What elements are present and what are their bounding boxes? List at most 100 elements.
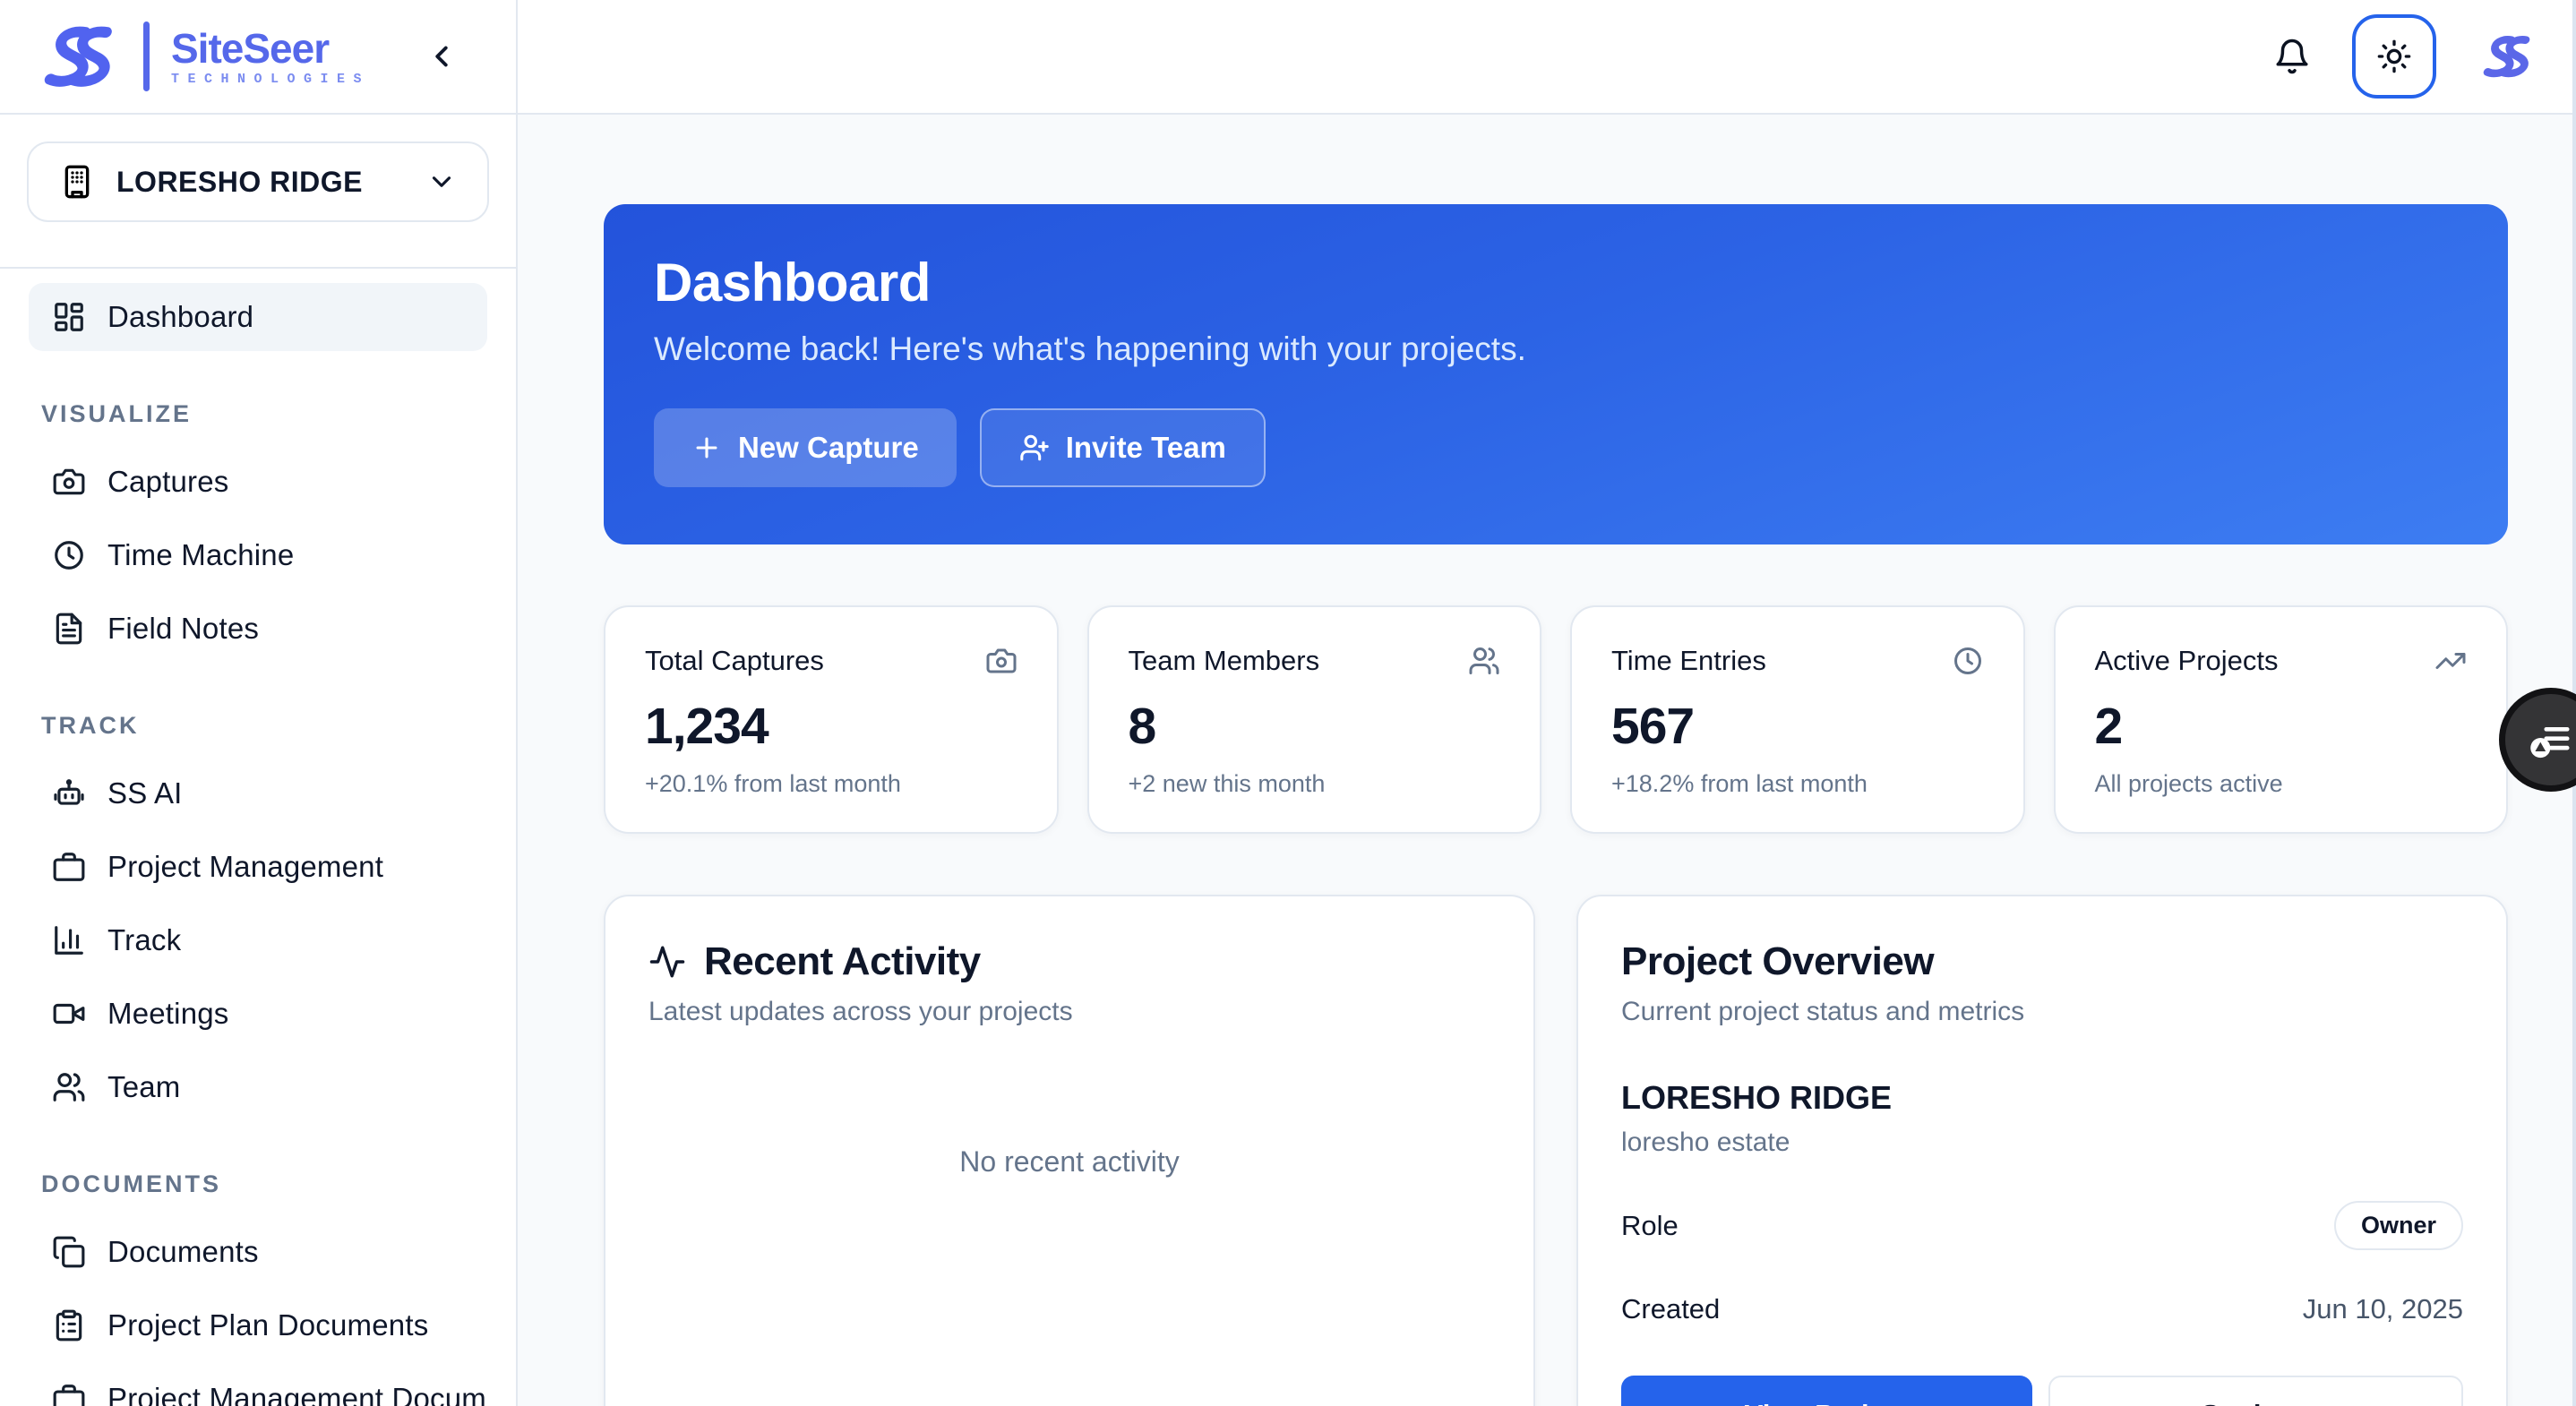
sidebar-header: SiteSeer TECHNOLOGIES <box>0 0 516 115</box>
sidebar-item-label: Project Management Documents <box>107 1382 487 1406</box>
stat-note: +18.2% from last month <box>1611 770 1868 797</box>
stat-note: All projects active <box>2094 770 2283 797</box>
file-text-icon <box>52 612 86 646</box>
stat-note: +2 new this month <box>1128 770 1326 797</box>
sidebar-item-label: Project Management <box>107 850 384 883</box>
stat-card-active-projects: Active Projects 2 All projects active <box>2053 605 2508 834</box>
feedback-widget-button[interactable] <box>2499 688 2576 792</box>
bar-chart-icon <box>52 923 86 957</box>
users-icon <box>52 1070 86 1104</box>
stat-card-time-entries: Time Entries 567 +18.2% from last month <box>1570 605 2025 834</box>
sidebar-item-captures[interactable]: Captures <box>29 448 487 516</box>
recent-activity-subtitle: Latest updates across your projects <box>648 997 1073 1026</box>
project-overview-title: Project Overview <box>1621 939 1935 983</box>
sidebar-collapse-button[interactable] <box>425 39 459 73</box>
activity-icon <box>648 943 686 981</box>
plus-icon <box>691 433 722 463</box>
siteseer-logo: SiteSeer TECHNOLOGIES <box>36 21 370 91</box>
project-selector-label: LORESHO RIDGE <box>116 165 363 198</box>
logo-divider <box>143 21 150 91</box>
sidebar-nav: Dashboard VISUALIZE Captures Time Machin… <box>0 267 516 1406</box>
project-overview-subtitle: Current project status and metrics <box>1621 997 2025 1026</box>
sidebar: SiteSeer TECHNOLOGIES LORESHO RIDGE <box>0 0 518 1406</box>
stat-title: Team Members <box>1128 645 1320 676</box>
sidebar-item-label: Dashboard <box>107 300 254 333</box>
stat-value: 2 <box>2094 698 2124 755</box>
stat-note: +20.1% from last month <box>645 770 901 797</box>
clipboard-list-icon <box>52 1308 86 1342</box>
stat-title: Active Projects <box>2094 645 2279 676</box>
video-icon <box>52 997 86 1031</box>
user-plus-icon <box>1019 433 1050 463</box>
sidebar-item-meetings[interactable]: Meetings <box>29 980 487 1048</box>
sidebar-item-label: Field Notes <box>107 612 260 645</box>
sidebar-item-documents[interactable]: Documents <box>29 1218 487 1286</box>
sidebar-item-time-machine[interactable]: Time Machine <box>29 521 487 589</box>
sidebar-item-project-management-documents[interactable]: Project Management Documents <box>29 1365 487 1406</box>
dashboard-content: Dashboard Welcome back! Here's what's ha… <box>518 115 2576 1406</box>
recent-activity-card: Recent Activity Latest updates across yo… <box>604 895 1535 1406</box>
stat-title: Time Entries <box>1611 645 1766 676</box>
sidebar-item-field-notes[interactable]: Field Notes <box>29 595 487 663</box>
role-badge: Owner <box>2333 1201 2463 1250</box>
sidebar-item-label: Track <box>107 923 182 956</box>
sidebar-item-dashboard[interactable]: Dashboard <box>29 283 487 351</box>
stats-row: Total Captures 1,234 +20.1% from last mo… <box>604 605 2508 834</box>
bot-icon <box>52 776 86 810</box>
created-label: Created <box>1621 1293 1721 1325</box>
clock-icon <box>1952 645 1984 677</box>
empty-state-text: No recent activity <box>959 1145 1180 1178</box>
users-icon <box>1468 645 1500 677</box>
created-value: Jun 10, 2025 <box>2302 1293 2463 1325</box>
clock-icon <box>52 538 86 572</box>
briefcase-icon <box>52 850 86 884</box>
brand-name: SiteSeer <box>171 24 330 72</box>
siteseer-logo-icon <box>36 23 122 90</box>
project-name: LORESHO RIDGE <box>1621 1079 1893 1116</box>
stat-title: Total Captures <box>645 645 824 676</box>
invite-team-label: Invite Team <box>1065 431 1226 464</box>
camera-icon <box>985 645 1018 677</box>
main-area: Dashboard Welcome back! Here's what's ha… <box>518 0 2576 1406</box>
bell-icon <box>2273 38 2311 75</box>
layout-dashboard-icon <box>52 300 86 334</box>
sidebar-item-label: Time Machine <box>107 538 295 571</box>
chevron-down-icon <box>426 167 457 197</box>
new-capture-button[interactable]: New Capture <box>654 408 957 487</box>
topbar <box>518 0 2576 115</box>
stat-value: 8 <box>1128 698 1157 755</box>
created-row: Created Jun 10, 2025 <box>1621 1293 2463 1325</box>
view-project-button[interactable]: View Project <box>1621 1376 2032 1406</box>
trending-up-icon <box>2434 645 2467 677</box>
hero-banner: Dashboard Welcome back! Here's what's ha… <box>604 204 2508 544</box>
stat-value: 567 <box>1611 698 1695 755</box>
annotation-list-icon <box>2528 716 2574 763</box>
role-row: Role Owner <box>1621 1201 2463 1250</box>
project-selector[interactable]: LORESHO RIDGE <box>27 141 489 222</box>
notifications-button[interactable] <box>2273 38 2311 75</box>
copy-icon <box>52 1235 86 1269</box>
settings-button[interactable]: Settings <box>2048 1376 2463 1406</box>
theme-toggle-button[interactable] <box>2352 14 2436 99</box>
sidebar-item-label: SS AI <box>107 776 183 810</box>
section-label-track: TRACK <box>41 712 140 739</box>
sidebar-item-label: Captures <box>107 465 229 498</box>
invite-team-button[interactable]: Invite Team <box>979 408 1266 487</box>
chevron-left-icon <box>425 39 459 73</box>
role-label: Role <box>1621 1209 1679 1241</box>
sidebar-item-track[interactable]: Track <box>29 906 487 974</box>
stat-card-team-members: Team Members 8 +2 new this month <box>1086 605 1541 834</box>
sidebar-item-label: Meetings <box>107 997 229 1030</box>
new-capture-label: New Capture <box>738 431 919 464</box>
briefcase-icon <box>52 1382 86 1406</box>
stat-card-total-captures: Total Captures 1,234 +20.1% from last mo… <box>604 605 1059 834</box>
sidebar-item-project-management[interactable]: Project Management <box>29 833 487 901</box>
sidebar-item-project-plan-documents[interactable]: Project Plan Documents <box>29 1291 487 1359</box>
sidebar-item-team[interactable]: Team <box>29 1053 487 1121</box>
brand-tagline: TECHNOLOGIES <box>171 71 371 87</box>
camera-icon <box>52 465 86 499</box>
sidebar-item-ss-ai[interactable]: SS AI <box>29 759 487 827</box>
building-icon <box>59 164 95 200</box>
sidebar-item-label: Project Plan Documents <box>107 1308 429 1342</box>
stat-value: 1,234 <box>645 698 769 755</box>
